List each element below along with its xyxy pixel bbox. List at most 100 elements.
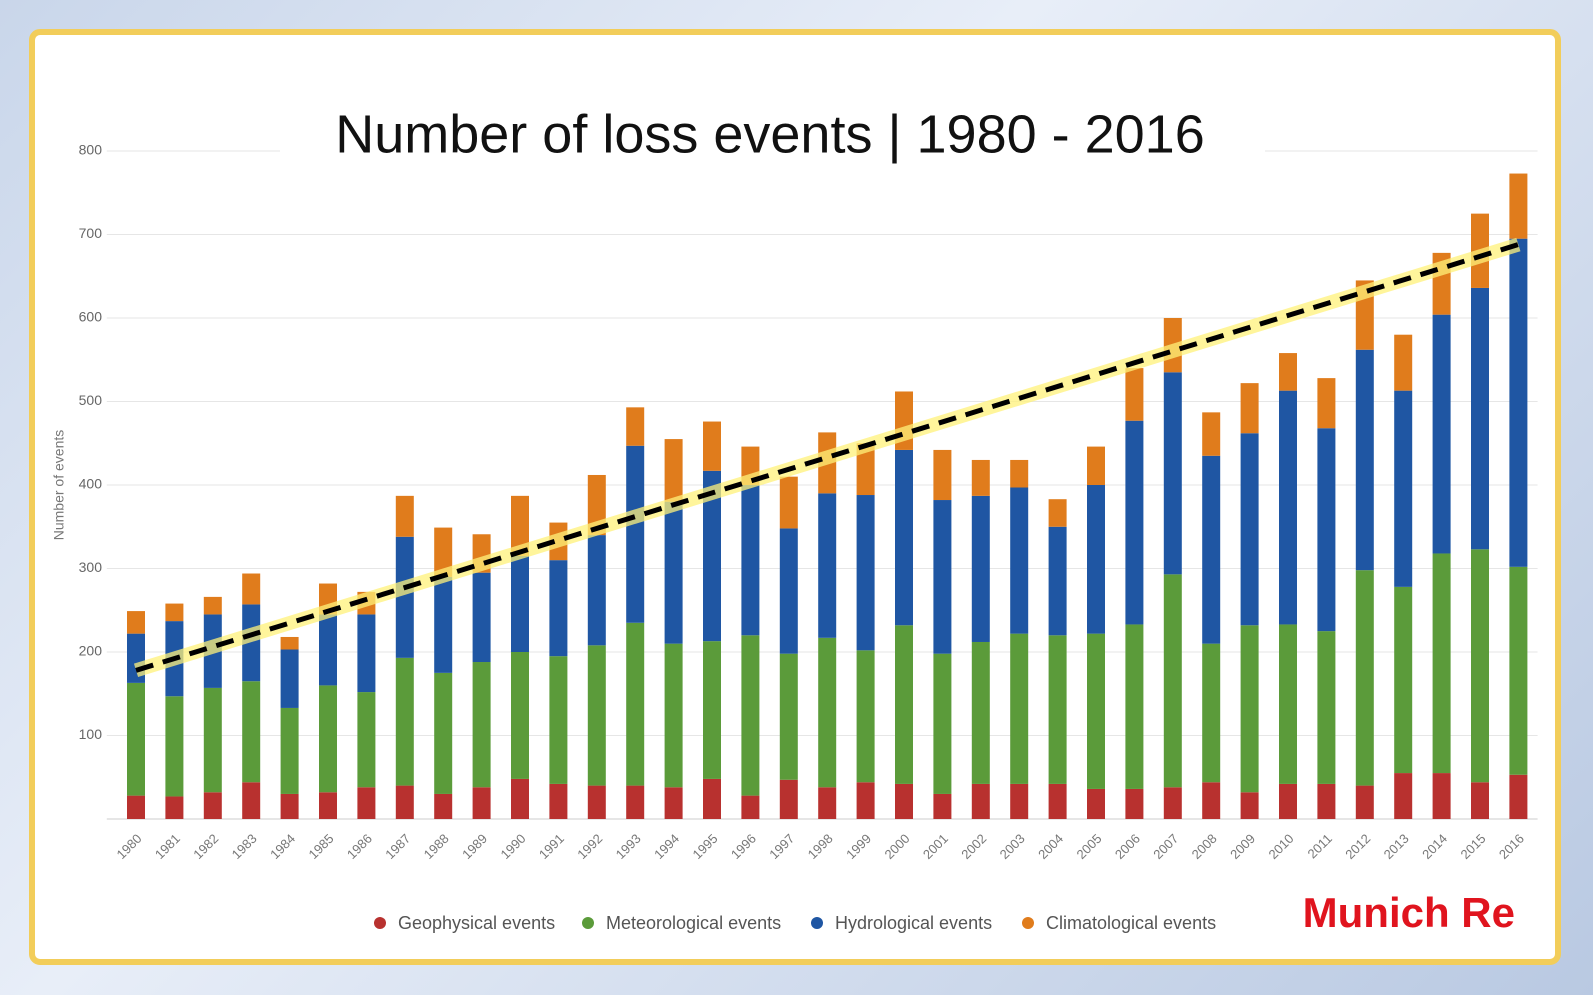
bar-segment	[1317, 428, 1336, 632]
bar-segment	[895, 449, 913, 626]
bar-segment	[1432, 553, 1451, 774]
bar-segment	[1202, 412, 1221, 456]
bar-segment	[933, 793, 952, 819]
bar-segment	[1394, 390, 1413, 587]
bar-segment	[587, 785, 606, 819]
bar-segment	[1317, 631, 1336, 784]
bar-segment	[818, 637, 837, 788]
bar-segment	[549, 783, 568, 819]
bar-segment	[741, 795, 760, 819]
bar-segment	[1087, 788, 1105, 819]
bar-segment	[1048, 526, 1067, 636]
bar-segment	[165, 603, 184, 622]
bar-segment	[1163, 372, 1182, 575]
bar-segment	[971, 495, 990, 642]
bar-segment	[434, 527, 453, 577]
bar-segment	[1355, 785, 1374, 819]
bar-segment	[472, 662, 491, 788]
y-tick-label: 400	[79, 476, 103, 492]
bar-segment	[511, 495, 529, 556]
legend-marker	[1022, 917, 1034, 929]
y-axis-label: Number of events	[51, 430, 67, 541]
bar-segment	[779, 476, 798, 529]
bar-segment	[626, 622, 645, 786]
bar-segment	[1010, 459, 1029, 488]
bar-segment	[242, 604, 261, 682]
bar-segment	[1125, 624, 1144, 789]
bar-segment	[933, 449, 952, 501]
bar-segment	[779, 779, 798, 819]
legend-label: Meteorological events	[606, 913, 781, 933]
bar-segment	[1317, 378, 1336, 429]
bar-segment	[895, 783, 913, 819]
bar-segment	[357, 692, 376, 788]
bar-segment	[856, 495, 875, 651]
bar-segment	[664, 643, 683, 788]
bar-segment	[703, 778, 721, 819]
bar-segment	[1125, 368, 1144, 421]
bar-segment	[395, 657, 414, 786]
bar-segment	[1048, 499, 1067, 527]
bar-segment	[779, 653, 798, 780]
bar-segment	[856, 782, 875, 819]
bar-segment	[1240, 625, 1259, 793]
y-tick-label: 700	[79, 225, 103, 241]
y-tick-label: 600	[79, 309, 103, 325]
bar-segment	[549, 656, 568, 784]
bar-segment	[664, 439, 683, 502]
bar-segment	[971, 459, 990, 496]
bar-segment	[1125, 788, 1144, 819]
bar-segment	[357, 614, 376, 693]
bar-segment	[472, 572, 491, 663]
bar-segment	[933, 653, 952, 794]
y-tick-label: 300	[79, 559, 103, 575]
bar-segment	[703, 641, 721, 779]
bar-segment	[242, 573, 261, 605]
legend-marker	[582, 917, 594, 929]
title-background	[280, 100, 1265, 180]
bar-segment	[1202, 782, 1221, 819]
bar-segment	[1202, 643, 1221, 783]
bar-segment	[1048, 783, 1067, 819]
bar-segment	[165, 796, 184, 819]
bar-segment	[1240, 383, 1259, 434]
y-tick-label: 200	[79, 643, 103, 659]
bar-segment	[1125, 420, 1144, 625]
legend-label: Climatological events	[1046, 913, 1216, 933]
bar-segment	[1394, 586, 1413, 774]
legend-label: Geophysical events	[398, 913, 555, 933]
bar-segment	[1355, 349, 1374, 571]
bar-segment	[1279, 353, 1297, 391]
bar-segment	[511, 555, 529, 652]
bar-segment	[1509, 238, 1528, 567]
bar-segment	[242, 681, 261, 783]
legend-label: Hydrological events	[835, 913, 992, 933]
bar-segment	[1432, 773, 1451, 819]
bar-segment	[587, 645, 606, 786]
bar-segment	[1010, 633, 1029, 784]
bar-segment	[626, 407, 645, 446]
bar-segment	[1087, 633, 1105, 789]
bar-segment	[1087, 446, 1105, 485]
bar-segment	[434, 576, 453, 673]
bar-segment	[1432, 314, 1451, 554]
bar-segment	[319, 792, 337, 819]
bar-segment	[703, 421, 721, 471]
bar-segment	[971, 641, 990, 784]
bar-segment	[1279, 624, 1297, 784]
bar-segment	[1202, 455, 1221, 644]
bar-segment	[203, 687, 222, 793]
bar-segment	[1471, 549, 1489, 783]
bar-segment	[395, 495, 414, 537]
y-tick-label: 100	[79, 726, 103, 742]
bar-segment	[1509, 173, 1528, 239]
bar-segment	[1087, 485, 1105, 634]
bar-segment	[203, 792, 222, 819]
bar-segment	[664, 501, 683, 644]
bar-segment	[741, 485, 760, 636]
bar-segment	[1355, 570, 1374, 786]
bar-segment	[626, 785, 645, 819]
legend-marker	[811, 917, 823, 929]
bar-segment	[1163, 787, 1182, 819]
